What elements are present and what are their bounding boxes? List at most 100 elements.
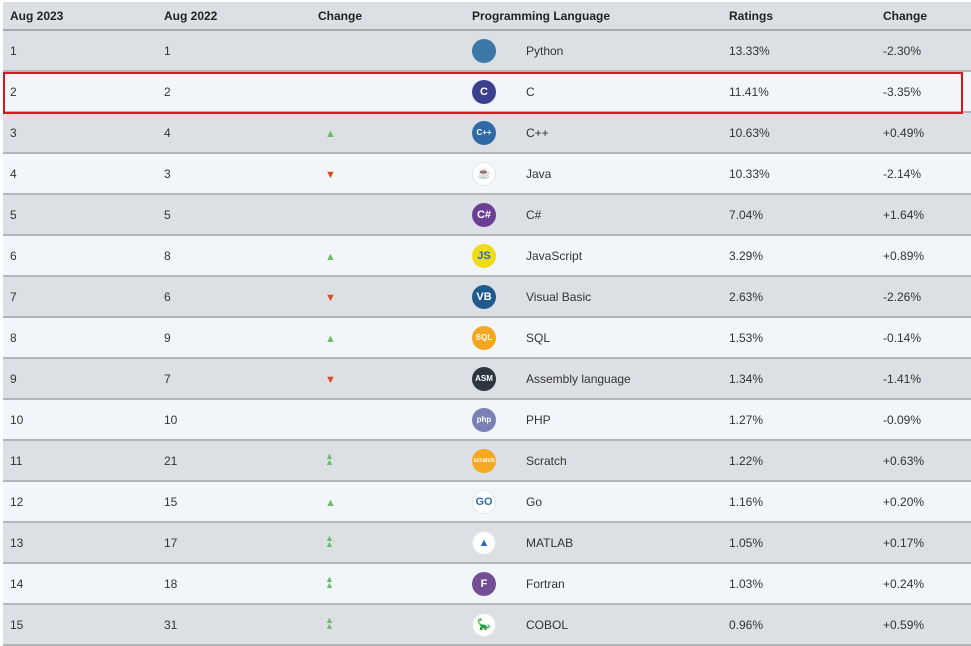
rating-change: -3.35% bbox=[876, 71, 971, 113]
language-name[interactable]: COBOL bbox=[519, 604, 722, 646]
rank-aug-2023: 14 bbox=[3, 563, 157, 605]
visual-basic-logo-icon: VB bbox=[472, 284, 496, 309]
table-row: 5 5 C# C# 7.04% +1.64% bbox=[3, 194, 971, 236]
rank-aug-2023: 12 bbox=[3, 481, 157, 523]
rank-change bbox=[311, 71, 465, 113]
language-name[interactable]: Assembly language bbox=[519, 358, 722, 400]
rank-aug-2023: 11 bbox=[3, 440, 157, 482]
table-row: 15 31 ▲ ▲ 🦕 COBOL 0.96% +0.59% bbox=[3, 604, 971, 646]
rating: 7.04% bbox=[722, 194, 876, 236]
language-name[interactable]: C bbox=[519, 71, 722, 113]
rank-aug-2022: 6 bbox=[157, 276, 311, 318]
rating-change: +0.24% bbox=[876, 563, 971, 605]
c-logo-icon: C bbox=[472, 79, 496, 104]
table-row: 3 4 ▲ C++ C++ 10.63% +0.49% bbox=[3, 112, 971, 154]
scratch-logo-icon: scratch bbox=[472, 448, 496, 473]
language-name[interactable]: Scratch bbox=[519, 440, 722, 482]
trend-down-icon: ▼ bbox=[325, 168, 336, 181]
language-name[interactable]: JavaScript bbox=[519, 235, 722, 277]
language-name[interactable]: SQL bbox=[519, 317, 722, 359]
rank-change bbox=[311, 194, 465, 236]
rating: 1.03% bbox=[722, 563, 876, 605]
rating: 3.29% bbox=[722, 235, 876, 277]
table-row: 9 7 ▼ ASM Assembly language 1.34% -1.41% bbox=[3, 358, 971, 400]
rank-change: ▲ ▲ bbox=[311, 604, 465, 646]
rating-change: -0.14% bbox=[876, 317, 971, 359]
rating-change: -1.41% bbox=[876, 358, 971, 400]
language-name[interactable]: Go bbox=[519, 481, 722, 523]
language-name[interactable]: Visual Basic bbox=[519, 276, 722, 318]
language-name[interactable]: Python bbox=[519, 30, 722, 72]
rating-change: +1.64% bbox=[876, 194, 971, 236]
rating: 1.34% bbox=[722, 358, 876, 400]
trend-up-icon: ▲ bbox=[325, 496, 336, 509]
language-name[interactable]: C++ bbox=[519, 112, 722, 154]
rating-change: -2.26% bbox=[876, 276, 971, 318]
header-ratings-change[interactable]: Change bbox=[876, 2, 971, 31]
rank-aug-2022: 15 bbox=[157, 481, 311, 523]
trend-up-icon: ▲ bbox=[325, 250, 336, 263]
rank-change: ▼ bbox=[311, 358, 465, 400]
rating-change: +0.59% bbox=[876, 604, 971, 646]
rank-change: ▲ ▲ bbox=[311, 522, 465, 564]
rank-change bbox=[311, 399, 465, 441]
trend-double-up-icon: ▲ ▲ bbox=[325, 574, 334, 590]
rank-aug-2022: 1 bbox=[157, 30, 311, 72]
rank-aug-2023: 1 bbox=[3, 30, 157, 72]
table-row: 4 3 ▼ ☕ Java 10.33% -2.14% bbox=[3, 153, 971, 195]
go-logo-icon: GO bbox=[472, 489, 496, 514]
table-row: 10 10 php PHP 1.27% -0.09% bbox=[3, 399, 971, 441]
rating: 1.22% bbox=[722, 440, 876, 482]
header-aug-2022[interactable]: Aug 2022 bbox=[157, 2, 311, 31]
table-row: 8 9 ▲ SQL SQL 1.53% -0.14% bbox=[3, 317, 971, 359]
table-row: 2 2 C C 11.41% -3.35% bbox=[3, 71, 971, 113]
rating-change: -2.30% bbox=[876, 30, 971, 72]
rank-aug-2022: 9 bbox=[157, 317, 311, 359]
cpp-logo-icon: C++ bbox=[472, 120, 496, 145]
csharp-logo-icon: C# bbox=[472, 202, 496, 227]
rating: 1.05% bbox=[722, 522, 876, 564]
rating: 10.33% bbox=[722, 153, 876, 195]
language-name[interactable]: Fortran bbox=[519, 563, 722, 605]
rank-change: ▲ bbox=[311, 481, 465, 523]
rating-change: +0.49% bbox=[876, 112, 971, 154]
table-row: 1 1 Python 13.33% -2.30% bbox=[3, 30, 971, 72]
header-change[interactable]: Change bbox=[311, 2, 465, 31]
table-row: 11 21 ▲ ▲ scratch Scratch 1.22% +0.63% bbox=[3, 440, 971, 482]
rating: 13.33% bbox=[722, 30, 876, 72]
rank-aug-2022: 17 bbox=[157, 522, 311, 564]
header-ratings[interactable]: Ratings bbox=[722, 2, 876, 31]
trend-down-icon: ▼ bbox=[325, 373, 336, 386]
trend-double-up-icon: ▲ ▲ bbox=[325, 615, 334, 631]
trend-down-icon: ▼ bbox=[325, 291, 336, 304]
php-logo-icon: php bbox=[472, 407, 496, 432]
header-aug-2023[interactable]: Aug 2023 bbox=[3, 2, 157, 31]
rank-aug-2022: 3 bbox=[157, 153, 311, 195]
rank-change: ▲ ▲ bbox=[311, 563, 465, 605]
language-name[interactable]: MATLAB bbox=[519, 522, 722, 564]
rank-aug-2022: 7 bbox=[157, 358, 311, 400]
rank-aug-2023: 2 bbox=[3, 71, 157, 113]
rank-aug-2022: 31 bbox=[157, 604, 311, 646]
cobol-logo-icon: 🦕 bbox=[472, 612, 496, 637]
assembly-logo-icon: ASM bbox=[472, 366, 496, 391]
rank-aug-2023: 7 bbox=[3, 276, 157, 318]
rank-aug-2023: 9 bbox=[3, 358, 157, 400]
sql-logo-icon: SQL bbox=[472, 325, 496, 350]
table-row: 6 8 ▲ JS JavaScript 3.29% +0.89% bbox=[3, 235, 971, 277]
trend-double-up-icon: ▲ ▲ bbox=[325, 451, 334, 467]
header-language[interactable]: Programming Language bbox=[465, 2, 722, 31]
rank-aug-2022: 18 bbox=[157, 563, 311, 605]
tiobe-index-table: Aug 2023 Aug 2022 Change Programming Lan… bbox=[3, 2, 971, 646]
language-name[interactable]: PHP bbox=[519, 399, 722, 441]
rank-aug-2022: 21 bbox=[157, 440, 311, 482]
language-name[interactable]: C# bbox=[519, 194, 722, 236]
javascript-logo-icon: JS bbox=[472, 243, 496, 268]
language-name[interactable]: Java bbox=[519, 153, 722, 195]
rating: 11.41% bbox=[722, 71, 876, 113]
trend-up-icon: ▲ bbox=[325, 127, 336, 140]
rank-change: ▼ bbox=[311, 276, 465, 318]
table-header: Aug 2023 Aug 2022 Change Programming Lan… bbox=[3, 2, 971, 31]
rank-change: ▼ bbox=[311, 153, 465, 195]
table-row: 12 15 ▲ GO Go 1.16% +0.20% bbox=[3, 481, 971, 523]
